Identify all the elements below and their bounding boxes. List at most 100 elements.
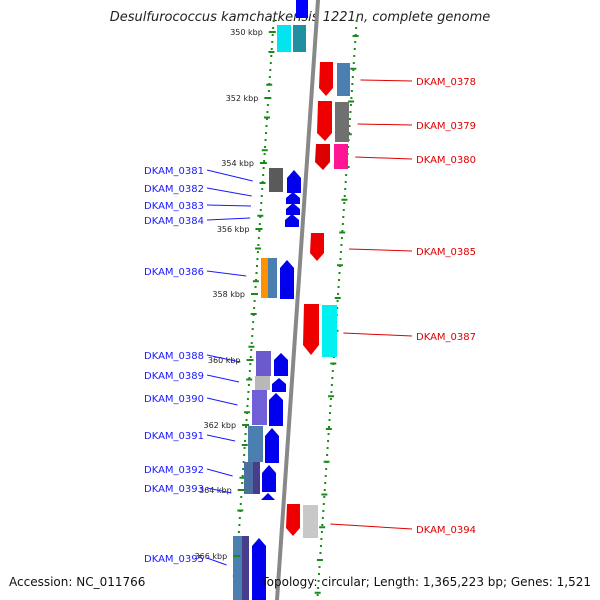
ruler-dot (265, 132, 268, 134)
ruler-dot (252, 321, 255, 323)
gene-label-forward: DKAM_0386 (144, 267, 204, 278)
ruler-dot (352, 69, 355, 71)
gene-DKAM-0381 (287, 170, 301, 193)
ruler-dot (263, 160, 266, 162)
ruler-dot (271, 41, 274, 43)
ruler-dot (241, 475, 244, 477)
gene-blue-steel-2 (268, 258, 277, 298)
ruler-dot (355, 27, 358, 29)
ruler-dot (343, 202, 346, 204)
ruler-dot (258, 230, 261, 232)
ruler-dot (329, 398, 332, 400)
ruler-dot (242, 461, 245, 463)
leader-line (343, 332, 413, 337)
ruler-dot (250, 342, 253, 344)
gene-label-forward: DKAM_0388 (144, 351, 204, 362)
ruler-dot (251, 335, 254, 337)
gene-darkslate (253, 462, 260, 494)
gene-orange (261, 258, 268, 298)
gene-label-reverse: DKAM_0380 (416, 155, 476, 166)
ruler-dot (253, 307, 256, 309)
ruler-dot (263, 153, 266, 155)
ruler-dot (255, 272, 258, 274)
ruler-dot (255, 265, 258, 267)
ruler-dot (331, 377, 334, 379)
ruler-dot (255, 279, 258, 281)
ruler-dot (242, 468, 245, 470)
gene-label-forward: DKAM_0395 (144, 554, 204, 565)
gene-label-forward: DKAM_0390 (144, 394, 204, 405)
ruler-dot (248, 370, 251, 372)
ruler-dot (319, 545, 322, 547)
ruler-dot (269, 62, 272, 64)
kbp-tick-label: 366 kbp (195, 552, 228, 561)
ruler-dot (238, 524, 241, 526)
gene-label-reverse: DKAM_0387 (416, 332, 476, 343)
ruler-dot (342, 209, 345, 211)
ruler-dot (348, 132, 351, 134)
gene-darkslate-2 (242, 536, 249, 600)
gene-label-forward: DKAM_0389 (144, 371, 204, 382)
ruler-dot (319, 552, 322, 554)
gene-DKAM-0388 (274, 353, 288, 376)
ruler-dot (270, 55, 273, 57)
ruler-dot (341, 223, 344, 225)
ruler-dot (261, 188, 264, 190)
gene-blue-steel-3 (248, 426, 263, 462)
ruler-dot (272, 27, 275, 29)
leader-line (206, 374, 240, 383)
kbp-tick-label: 360 kbp (208, 356, 241, 365)
gene-label-reverse: DKAM_0378 (416, 77, 476, 88)
ruler-dot (250, 349, 253, 351)
gene-magenta (334, 144, 348, 169)
kbp-tick-label: 350 kbp (230, 28, 263, 37)
ruler-dot (321, 524, 324, 526)
ruler-dot (245, 426, 248, 428)
gene-label-reverse: DKAM_0379 (416, 121, 476, 132)
gene-DKAM-0381-gray (269, 168, 283, 192)
leader-line (349, 248, 413, 252)
ruler-dot (344, 181, 347, 183)
ruler-dot (329, 405, 332, 407)
accession-text: Accession: NC_011766 (9, 575, 146, 589)
ruler-dot (342, 216, 345, 218)
ruler-dot (271, 34, 274, 36)
leader-line (206, 270, 247, 277)
gene-top-teal (293, 25, 306, 52)
ruler-dot (351, 83, 354, 85)
ruler-dot (326, 447, 329, 449)
gene-DKAM-0379 (317, 101, 332, 141)
ruler-dot (270, 48, 273, 50)
gene-DKAM-0380 (315, 144, 330, 170)
ruler-dot (243, 454, 246, 456)
ruler-dot (259, 216, 262, 218)
ruler-dot (350, 90, 353, 92)
ruler-dot (321, 517, 324, 519)
ruler-dot (337, 286, 340, 288)
ruler-dot (349, 104, 352, 106)
ruler-dot (338, 279, 341, 281)
ruler-dot (265, 125, 268, 127)
ruler-dot (260, 195, 263, 197)
ruler-dot (320, 531, 323, 533)
ruler-dot (352, 62, 355, 64)
ruler-dot (327, 433, 330, 435)
ruler-dot (339, 258, 342, 260)
ruler-dot (258, 223, 261, 225)
gene-top-cyan (277, 25, 291, 52)
gene-lightgray (303, 505, 318, 538)
ruler-dot (353, 55, 356, 57)
leader-line (206, 557, 227, 566)
leader-line (206, 354, 241, 363)
ruler-dot (327, 440, 330, 442)
ruler-dot (260, 202, 263, 204)
leader-line (206, 397, 238, 406)
ruler-dot (330, 384, 333, 386)
ruler-dot (264, 139, 267, 141)
gene-DKAM-0385 (310, 233, 324, 261)
ruler-dot (245, 419, 248, 421)
ruler-dot (324, 482, 327, 484)
ruler-dot (247, 384, 250, 386)
gene-top-blue (296, 0, 308, 18)
